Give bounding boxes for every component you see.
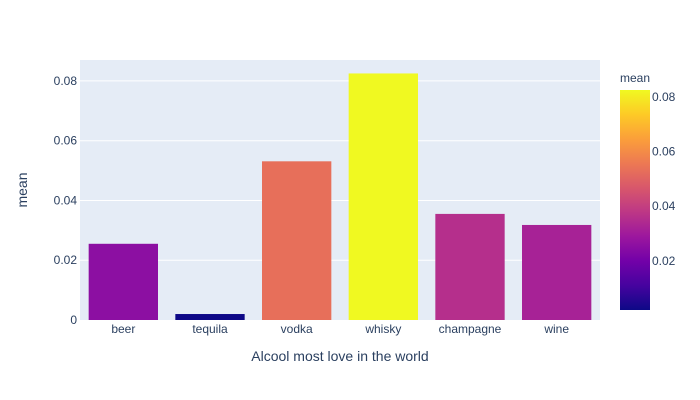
bar-whisky <box>348 73 418 320</box>
x-tick-labels: beer tequila vodka whisky champagne wine <box>111 322 569 336</box>
colorbar-title: mean <box>620 71 650 85</box>
colorbar-tick-label: 0.06 <box>652 144 676 158</box>
x-axis-title: Alcool most love in the world <box>251 348 428 364</box>
x-tick-label: tequila <box>192 322 228 336</box>
y-axis-title: mean <box>14 172 30 207</box>
x-tick-label: whisky <box>364 322 401 336</box>
bar-vodka <box>262 161 332 320</box>
y-tick-label: 0 <box>70 313 77 327</box>
y-tick-label: 0.08 <box>54 74 78 88</box>
x-tick-label: champagne <box>439 322 502 336</box>
y-tick-label: 0.06 <box>54 134 78 148</box>
bar-champagne <box>435 213 505 320</box>
y-tick-label: 0.02 <box>54 253 78 267</box>
colorbar-tick-labels: 0.02 0.04 0.06 0.08 <box>652 90 676 268</box>
bars <box>88 73 592 320</box>
bar-tequila <box>175 314 245 320</box>
colorbar-tick-label: 0.02 <box>652 254 676 268</box>
bar-wine <box>522 224 592 320</box>
x-tick-label: wine <box>543 322 569 336</box>
colorbar-tick-label: 0.08 <box>652 90 676 104</box>
y-tick-labels: 0 0.02 0.04 0.06 0.08 <box>54 74 78 327</box>
x-tick-label: beer <box>111 322 135 336</box>
colorbar <box>620 90 650 310</box>
gridlines <box>80 80 600 261</box>
colorbar-tick-label: 0.04 <box>652 199 676 213</box>
x-tick-label: vodka <box>281 322 313 336</box>
plot-background <box>80 60 600 320</box>
y-tick-label: 0.04 <box>54 193 78 207</box>
bar-beer <box>88 243 158 320</box>
